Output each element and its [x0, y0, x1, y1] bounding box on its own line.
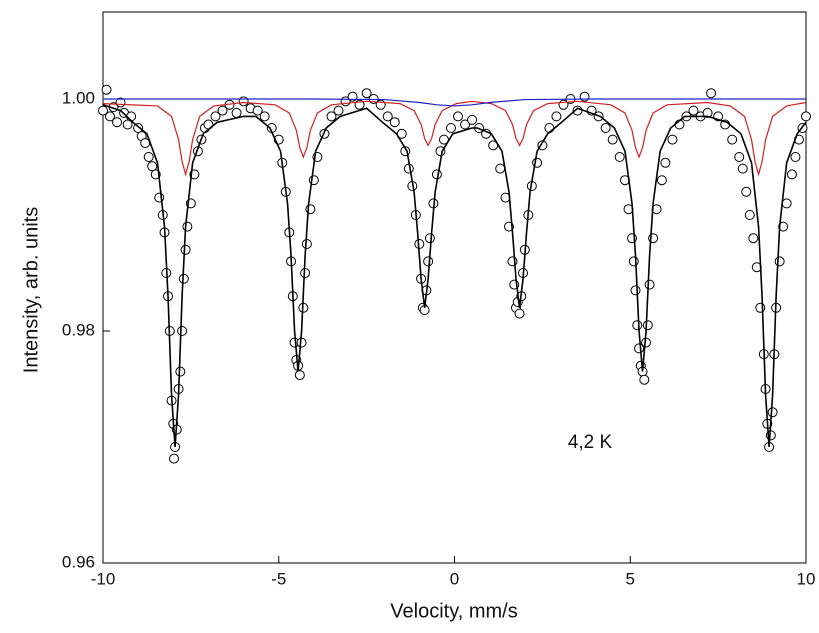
data-point — [660, 157, 671, 168]
data-point — [382, 111, 393, 122]
data-point — [259, 111, 270, 122]
data-point — [169, 453, 180, 464]
data-point — [252, 105, 263, 116]
data-point — [628, 256, 639, 267]
data-point — [790, 152, 801, 162]
data-point — [514, 308, 525, 319]
data-point — [632, 320, 643, 331]
data-point — [774, 256, 785, 267]
data-point — [607, 134, 618, 145]
data-point — [544, 123, 555, 133]
data-point — [294, 370, 305, 381]
data-point — [453, 111, 464, 122]
data-point — [744, 210, 755, 220]
data-point — [737, 163, 748, 174]
data-point — [639, 374, 650, 385]
x-tick-label: -10 — [91, 569, 116, 588]
fit-line — [102, 104, 807, 448]
data-point — [702, 107, 713, 118]
fit-line — [103, 98, 806, 107]
y-tick-label: 0.98 — [62, 320, 95, 339]
data-point — [778, 221, 789, 232]
y-tick-label: 0.96 — [62, 552, 95, 571]
data-point — [579, 91, 590, 102]
data-point — [112, 117, 123, 128]
x-tick-label: 5 — [626, 569, 635, 588]
data-point — [326, 111, 337, 122]
data-point — [755, 302, 766, 313]
data-point — [786, 169, 797, 180]
y-axis-label: Intensity, arb. units — [20, 207, 42, 373]
data-point — [801, 111, 811, 122]
data-point — [600, 123, 611, 133]
x-axis-label: Velocity, mm/s — [390, 600, 517, 622]
data-point — [445, 123, 456, 133]
data-point — [98, 105, 108, 116]
data-point — [727, 134, 738, 145]
data-point — [614, 152, 625, 162]
data-point — [630, 285, 641, 296]
data-point — [551, 111, 562, 122]
data-point — [133, 123, 144, 133]
data-point — [642, 320, 653, 331]
x-tick-label: -5 — [271, 569, 286, 588]
data-point — [105, 111, 116, 122]
data-point — [389, 117, 400, 128]
data-point — [656, 175, 667, 186]
data-point — [238, 96, 249, 107]
data-point — [177, 326, 188, 336]
annotation: 4,2 K — [568, 432, 613, 453]
data-point — [495, 163, 506, 174]
x-tick-label: 10 — [797, 569, 816, 588]
data-point — [180, 244, 191, 255]
data-point — [467, 114, 478, 125]
data-point — [217, 105, 228, 116]
data-point — [706, 88, 717, 99]
data-point — [644, 279, 655, 290]
data-point — [781, 198, 792, 209]
data-point — [741, 186, 752, 197]
data-point — [122, 119, 133, 130]
data-point — [143, 152, 154, 162]
data-point — [424, 233, 435, 244]
data-point — [734, 152, 745, 162]
data-point — [147, 161, 158, 172]
data-point — [182, 221, 193, 232]
data-point — [231, 107, 242, 118]
data-point — [210, 111, 221, 122]
data-point — [423, 256, 434, 267]
fit-line — [102, 100, 807, 177]
data-point — [333, 105, 344, 116]
x-tick-label: 0 — [450, 569, 459, 588]
data-point — [748, 233, 759, 244]
data-point — [688, 105, 699, 116]
data-point — [767, 407, 778, 418]
data-point — [361, 88, 372, 99]
data-point — [175, 366, 186, 377]
data-point — [667, 134, 678, 145]
data-point — [460, 119, 471, 130]
y-tick-label: 1.00 — [62, 88, 95, 107]
data-point — [101, 84, 112, 95]
plot-frame — [102, 11, 807, 564]
